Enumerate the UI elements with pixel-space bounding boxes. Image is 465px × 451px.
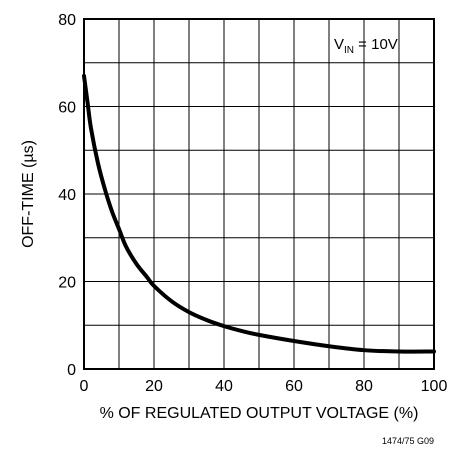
x-axis-title: % OF REGULATED OUTPUT VOLTAGE (%)	[100, 405, 419, 422]
tick-labels: 0 20 40 60 80 100 0 20 40 60 80	[58, 12, 447, 395]
y-tick-label: 60	[58, 100, 76, 117]
series-line	[82, 73, 436, 354]
vin-annotation-sub: IN	[344, 45, 354, 56]
x-tick-label: 0	[80, 378, 89, 395]
y-tick-label: 0	[67, 362, 76, 379]
y-axis-title: OFF-TIME (µs)	[20, 140, 37, 248]
vin-annotation-main: V	[334, 36, 344, 53]
plot-frame	[83, 18, 435, 370]
y-tick-label: 20	[58, 275, 76, 292]
series-layer	[82, 73, 436, 354]
vin-annotation-rest: = 10V	[354, 36, 398, 53]
grid	[84, 19, 434, 369]
figure-id: 1474/75 G09	[382, 436, 434, 446]
vin-annotation: VIN = 10V	[334, 36, 398, 56]
x-tick-label: 100	[421, 378, 448, 395]
x-tick-label: 60	[285, 378, 303, 395]
x-tick-label: 80	[355, 378, 373, 395]
x-tick-label: 40	[215, 378, 233, 395]
y-tick-label: 40	[58, 187, 76, 204]
y-tick-label: 80	[58, 12, 76, 29]
x-tick-label: 20	[145, 378, 163, 395]
